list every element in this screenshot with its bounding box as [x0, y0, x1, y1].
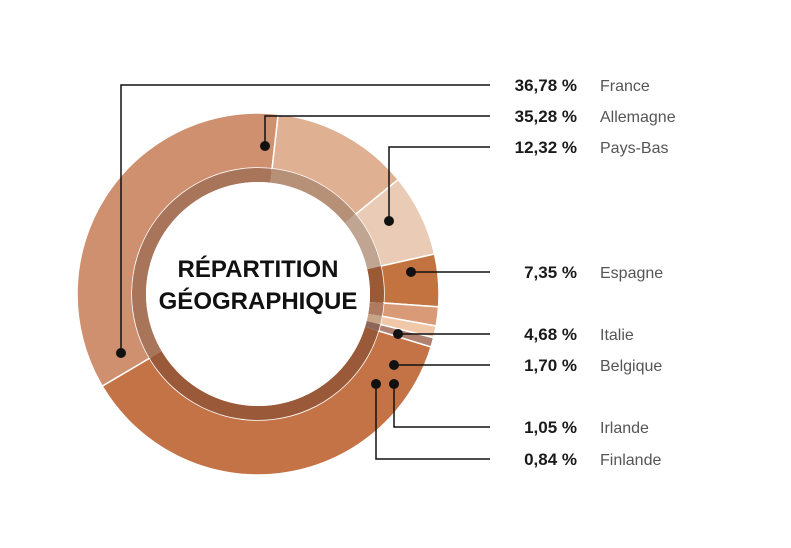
category-label-italie: Italie: [600, 327, 634, 344]
donut-slices: [76, 112, 440, 476]
donut-hole: [146, 182, 370, 406]
leader-finlande: [375, 384, 490, 460]
leader-dot-allemagne: [260, 141, 270, 151]
leader-dot-finlande: [371, 379, 381, 389]
leader-allemagne: [264, 115, 490, 146]
leader-dot-irlande: [389, 379, 399, 389]
category-label-espagne: Espagne: [600, 265, 663, 282]
slice-inner-allemagne: [131, 167, 273, 359]
slice-inner-espagne: [344, 214, 381, 270]
leader-dot-italie: [393, 329, 403, 339]
leader-dot-france: [116, 348, 126, 358]
leader-irlande: [393, 384, 490, 428]
value-label-finlande: 0,84 %: [524, 450, 577, 469]
slice-inner-italie: [367, 266, 384, 303]
leader-pays-bas: [388, 146, 490, 221]
value-label-pays-bas: 12,32 %: [515, 138, 577, 157]
slice-inner-france: [149, 326, 379, 421]
slice-inner-finlande: [365, 321, 381, 331]
category-label-finlande: Finlande: [600, 452, 661, 469]
slice-inner-pays-bas: [270, 168, 356, 224]
slice-inner-irlande: [366, 313, 383, 325]
value-label-allemagne: 35,28 %: [515, 107, 577, 126]
slice-inner-belgique: [368, 301, 384, 317]
leader-dot-pays-bas: [384, 216, 394, 226]
value-label-france: 36,78 %: [515, 76, 577, 95]
category-label-pays-bas: Pays-Bas: [600, 140, 668, 157]
chart-title-line-2: GÉOGRAPHIQUE: [159, 287, 358, 315]
slice-labels: 36,78 % France 35,28 % Allemagne 12,32 % Pays…: [515, 76, 676, 469]
category-label-france: France: [600, 78, 650, 95]
value-label-belgique: 1,70 %: [524, 356, 577, 375]
category-label-irlande: Irlande: [600, 420, 649, 437]
leader-dot-espagne: [406, 267, 416, 277]
leader-dot-belgique: [389, 360, 399, 370]
leader-france: [120, 84, 490, 353]
chart-title-line-1: RÉPARTITION: [178, 255, 339, 283]
value-label-italie: 4,68 %: [524, 325, 577, 344]
value-label-irlande: 1,05 %: [524, 418, 577, 437]
category-label-belgique: Belgique: [600, 358, 662, 375]
value-label-espagne: 7,35 %: [524, 263, 577, 282]
leader-lines: [116, 84, 490, 460]
category-label-allemagne: Allemagne: [600, 109, 676, 126]
